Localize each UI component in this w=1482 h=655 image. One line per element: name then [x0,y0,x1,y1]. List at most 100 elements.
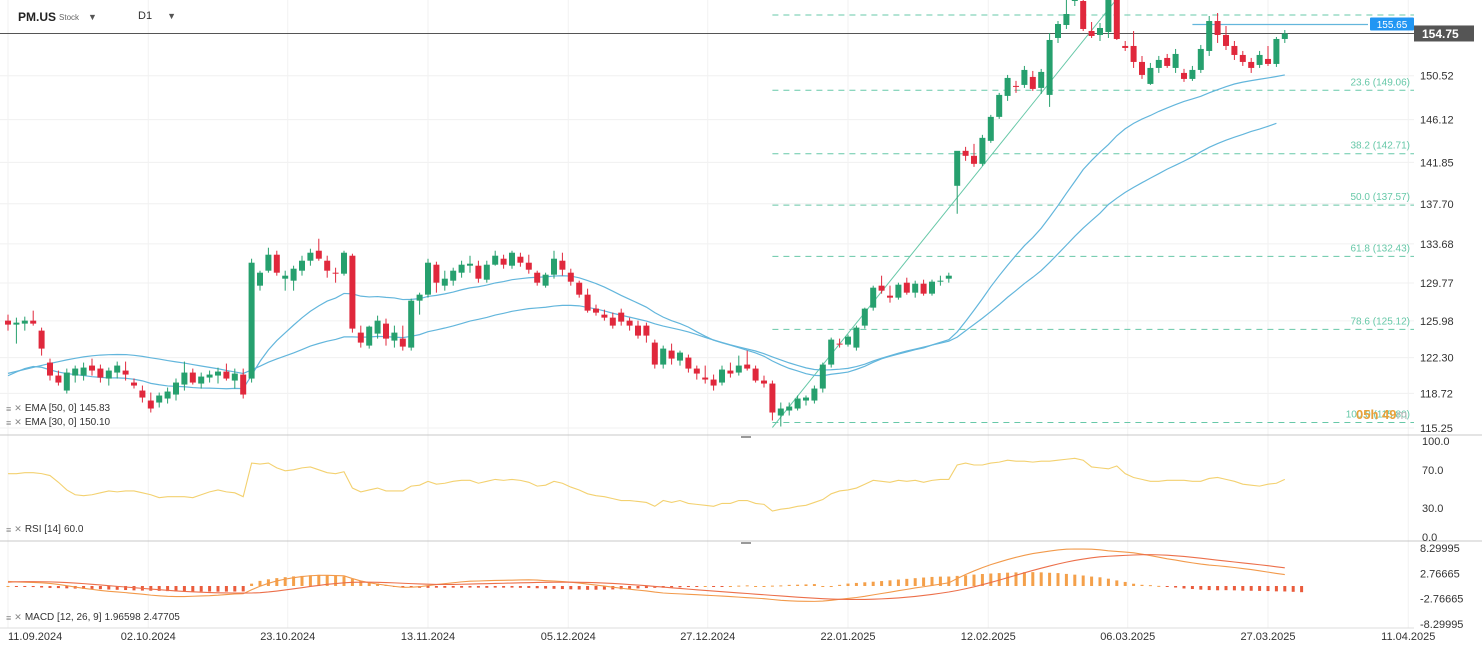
candle-body [1063,14,1070,25]
macd-histogram-bar [23,586,27,587]
macd-histogram-bar [829,586,833,587]
macd-histogram-bar [518,586,522,588]
candle-body [828,339,835,365]
candle-body [257,272,263,286]
macd-histogram-bar [905,578,909,586]
macd-histogram-bar [460,586,464,588]
y-tick-label: 125.98 [1420,316,1454,328]
candle-body [1231,45,1238,55]
candle-body [1105,0,1112,32]
candle-body [72,368,79,376]
candle-body [727,370,734,374]
macd-histogram-bar [1182,586,1186,589]
macd-histogram-bar [1039,572,1043,586]
macd-histogram-bar [695,586,699,587]
candle-bearish [517,252,524,267]
candle-body [1189,69,1196,79]
candle-body [1223,34,1229,46]
legend-macd[interactable]: ≡ ✕ MACD [12, 26, 9] 1.96598 2.47705 [6,612,180,623]
macd-histogram-bar [1232,586,1236,591]
candle-body [937,280,944,282]
candle-bearish [223,363,230,381]
candle-bearish [1248,57,1255,73]
timeframe-selector[interactable]: D1 ▼ [138,10,176,22]
candle-bullish [374,315,381,339]
macd-histogram-bar [1283,586,1287,592]
candle-bullish [282,270,289,291]
candle-body [231,373,238,381]
candle-bearish [887,285,893,303]
rsi-tick-label: 70.0 [1422,465,1443,477]
legend-ema-50[interactable]: ≡ ✕ EMA [50, 0] 145.83 [6,403,110,414]
macd-histogram-bar [166,586,170,592]
candle-body [517,256,524,263]
candle-bearish [593,304,599,316]
candle-bullish [1046,32,1053,107]
macd-histogram-bar [577,586,581,590]
macd-histogram-bar [972,574,976,586]
macd-histogram-bar [342,576,346,586]
candle-bullish [945,272,952,283]
candle-body [324,260,331,271]
macd-histogram-bar [636,586,640,589]
candle-body [912,283,919,293]
candle-body [467,263,473,266]
macd-histogram-bar [1064,573,1068,586]
macd-histogram-bar [728,586,732,587]
legend-ema-30[interactable]: ≡ ✕ EMA [30, 0] 150.10 [6,417,110,428]
legend-label: EMA [50, 0] [24,403,77,414]
candle-body [567,272,574,282]
candle-bullish [845,334,851,347]
close-icon: ✕ [14,417,22,427]
y-tick-label: 129.77 [1420,278,1454,290]
macd-histogram-bar [686,586,690,587]
macd-histogram-bar [6,586,10,587]
candle-bullish [181,361,188,391]
y-tick-label: 122.30 [1420,353,1454,365]
legend-rsi[interactable]: ≡ ✕ RSI [14] 60.0 [6,524,83,535]
macd-histogram-bar [888,580,892,586]
legend-value: 145.83 [79,403,111,414]
candle-body [1265,58,1271,64]
candle-bullish [156,392,163,408]
candle-body [861,308,868,326]
candle-body [408,300,415,348]
macd-histogram-bar [745,585,749,587]
macd-histogram-bar [107,586,111,590]
symbol-selector[interactable]: PM.US Stock ▼ [18,10,97,24]
macd-histogram-bar [720,586,724,587]
candle-body [786,406,793,411]
candle-bearish [693,365,700,380]
macd-histogram-bar [124,586,128,591]
candle-bearish [668,343,675,365]
candle-body [122,370,129,375]
macd-histogram-bar [1098,577,1102,586]
candle-body [105,370,112,379]
candle-body [38,330,45,349]
fib-level-label: 78.6 (125.12) [1351,316,1411,327]
candle-body [156,395,163,403]
macd-histogram-bar [1106,578,1110,586]
candle-bearish [1181,68,1187,82]
y-tick-label: 150.52 [1420,71,1454,83]
ema-line [7,74,1285,390]
candle-bullish [1256,50,1263,68]
candle-bearish [567,268,574,286]
candle-body [63,372,70,391]
candle-bullish [937,275,944,286]
timeframe-label: D1 [138,10,153,22]
macd-histogram-bar [619,586,623,590]
macd-histogram-bar [199,586,203,592]
candle-body [47,362,53,376]
candle-body [374,320,381,334]
panel-resize-handle [741,542,751,544]
x-tick-label: 13.11.2024 [401,631,455,643]
y-tick-label: 118.72 [1420,388,1453,400]
candle-bullish [509,250,515,269]
menu-icon: ≡ [6,524,12,535]
candle-bullish [299,255,305,276]
candle-body [1038,71,1045,88]
macd-histogram-bar [812,584,816,586]
candle-bullish [290,265,297,291]
